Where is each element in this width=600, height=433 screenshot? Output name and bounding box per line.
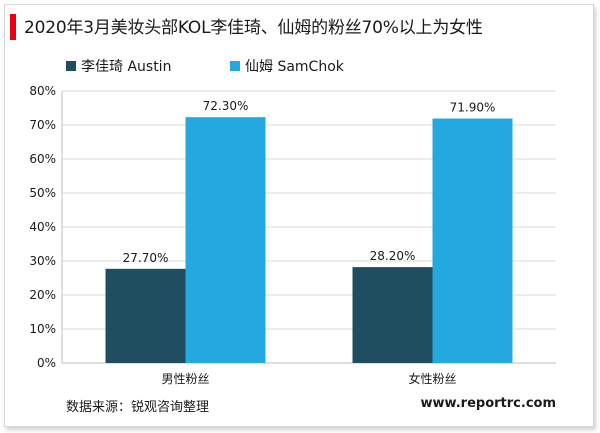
- bar-series-1: [105, 268, 186, 363]
- data-label: 71.90%: [450, 101, 496, 115]
- x-category-label: 女性粉丝: [408, 371, 456, 386]
- website-watermark: www.reportrc.com: [420, 396, 556, 411]
- legend-label-series-1: 李佳琦 Austin: [81, 59, 172, 75]
- y-tick-label: 40%: [29, 220, 56, 234]
- y-tick-label: 80%: [29, 84, 56, 98]
- legend-label-series-2: 仙姆 SamChok: [245, 59, 344, 75]
- y-tick-label: 0%: [37, 356, 56, 370]
- y-tick-label: 60%: [29, 152, 56, 166]
- legend-item-series-1: 李佳琦 Austin: [66, 56, 171, 76]
- y-tick-label: 50%: [29, 186, 56, 200]
- bar-series-2: [432, 118, 513, 363]
- data-label: 72.30%: [203, 99, 249, 113]
- data-label: 27.70%: [123, 251, 169, 265]
- bar-series-2: [185, 117, 266, 364]
- y-tick-label: 20%: [29, 288, 56, 302]
- legend-item-series-2: 仙姆 SamChok: [230, 56, 344, 76]
- x-category-label: 男性粉丝: [161, 372, 209, 386]
- y-tick-label: 70%: [29, 118, 56, 132]
- data-label: 28.20%: [370, 249, 416, 263]
- title-accent-bar: [10, 14, 16, 40]
- legend-swatch-series-2: [230, 61, 240, 71]
- y-tick-label: 10%: [29, 322, 56, 336]
- chart-title: 2020年3月美妆头部KOL李佳琦、仙姆的粉丝70%以上为女性: [24, 18, 483, 38]
- bar-series-1: [352, 267, 433, 363]
- legend-swatch-series-1: [66, 61, 76, 71]
- y-tick-label: 30%: [29, 254, 56, 268]
- data-source-note: 数据来源：锐观咨询整理: [66, 400, 210, 415]
